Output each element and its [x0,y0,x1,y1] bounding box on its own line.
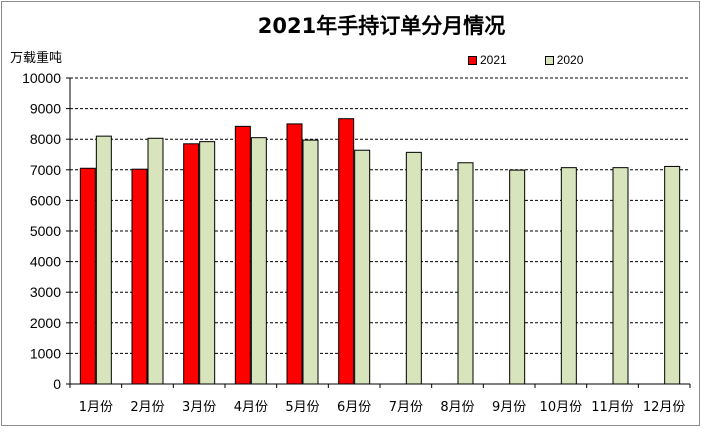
y-tick-label: 3000 [30,284,61,300]
chart-title: 2021年手持订单分月情况 [257,14,506,38]
bar-2020 [250,137,267,385]
y-tick-label: 0 [53,376,61,392]
bar-2020 [199,141,216,385]
y-tick-label: 2000 [30,315,61,331]
bar-2021 [79,167,96,385]
x-tick-label: 9月份 [492,400,526,415]
x-tick-label: 4月份 [234,400,268,415]
x-tick-label: 3月份 [182,400,216,415]
legend: 2021 2020 [468,52,621,68]
bar-2020 [354,149,371,385]
bar-2020 [147,137,164,385]
bar-2020 [560,167,577,385]
bar-2020 [612,167,629,385]
legend-item-2021: 2021 [468,53,507,67]
bar-2021 [131,168,148,385]
y-tick-label: 1000 [30,345,61,361]
x-tick-label: 7月份 [389,400,423,415]
x-tick-label: 10月份 [540,400,583,415]
x-tick-label: 5月份 [285,400,319,415]
y-tick-label: 4000 [30,254,61,270]
x-tick-label: 6月份 [337,400,371,415]
bar-2020 [405,151,422,385]
y-tick-label: 6000 [30,192,61,208]
bar-2021 [234,125,251,385]
x-tick-label: 12月份 [643,400,686,415]
bar-2020 [95,135,112,385]
bar-2020 [509,169,526,385]
legend-label-2020: 2020 [556,53,584,67]
x-tick-label: 1月份 [79,400,113,415]
bar-2021 [286,123,303,385]
y-tick-label: 5000 [30,223,61,239]
legend-item-2020: 2020 [544,53,584,67]
bar-2020 [664,165,681,385]
bar-2020 [457,162,474,385]
bar-2021 [183,143,200,385]
x-tick-label: 8月份 [440,400,474,415]
bar-2020 [302,139,319,385]
y-tick-label: 9000 [30,101,61,117]
x-tick-label: 2月份 [130,400,164,415]
legend-swatch-2020 [544,55,554,65]
y-tick-label: 8000 [30,131,61,147]
y-tick-label: 7000 [30,162,61,178]
x-tick-label: 11月份 [591,400,634,415]
bar-2021 [338,118,355,385]
legend-swatch-2021 [468,55,477,65]
y-tick-label: 10000 [22,70,61,86]
y-axis-label: 万载重吨 [10,51,63,66]
legend-label-2021: 2021 [480,53,507,67]
